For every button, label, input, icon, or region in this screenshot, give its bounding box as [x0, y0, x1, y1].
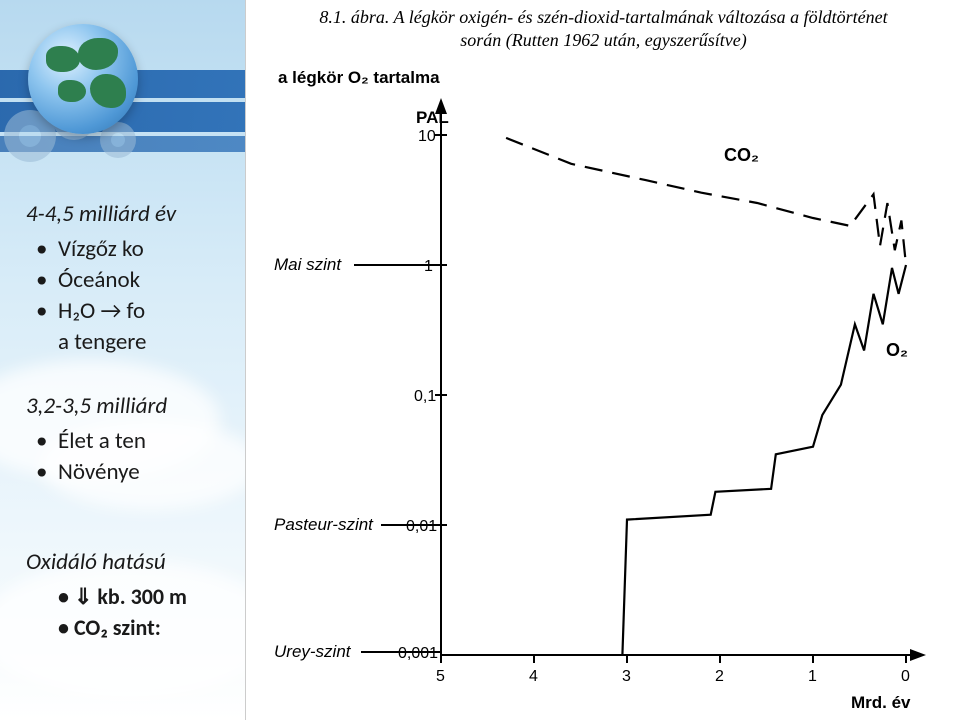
figure-panel: 8.1. ábra. A légkör oxigén- és szén-diox… — [245, 0, 960, 720]
bullet-sub-item: • CO₂ szint: — [26, 613, 187, 644]
left-text-block-2: 3,2-3,5 milliárd Élet a ten Növénye — [26, 392, 167, 488]
chart-svg — [246, 60, 960, 720]
left-text-block-1: 4-4,5 milliárd év Vízgőz ko Óceánok H₂O … — [26, 200, 176, 358]
bullet-item: H₂O → fo — [26, 296, 176, 327]
text: CO₂ szint: — [74, 614, 161, 641]
text: ⇓ kb. 300 m — [74, 583, 187, 610]
section-heading: 4-4,5 milliárd év — [26, 200, 176, 230]
bullet-item: Vízgőz ko — [26, 234, 176, 265]
section-heading: 3,2-3,5 milliárd — [26, 392, 167, 422]
chart-area: a légkör O₂ tartalma PAL 10 1 0,1 0,01 0… — [246, 60, 960, 720]
bullet-item-continuation: a tengere — [26, 327, 176, 358]
caption-line: 8.1. ábra. A légkör oxigén- és szén-diox… — [319, 7, 887, 27]
left-text-block-3: Oxidáló hatású • ⇓ kb. 300 m • CO₂ szint… — [26, 548, 187, 643]
bullet-item: Növénye — [26, 457, 167, 488]
section-heading: Oxidáló hatású — [26, 548, 187, 578]
o2-curve — [622, 265, 906, 655]
bullet-sub-item: • ⇓ kb. 300 m — [26, 582, 187, 613]
bullet-item: Élet a ten — [26, 426, 167, 457]
caption-line: során (Rutten 1962 után, egyszerűsítve) — [460, 30, 746, 50]
globe-icon — [28, 24, 138, 134]
bullet-item: Óceánok — [26, 265, 176, 296]
bullet-marker: • — [58, 614, 69, 641]
co2-curve — [506, 138, 906, 265]
bullet-marker: • — [58, 583, 69, 610]
figure-caption: 8.1. ábra. A légkör oxigén- és szén-diox… — [246, 6, 960, 53]
